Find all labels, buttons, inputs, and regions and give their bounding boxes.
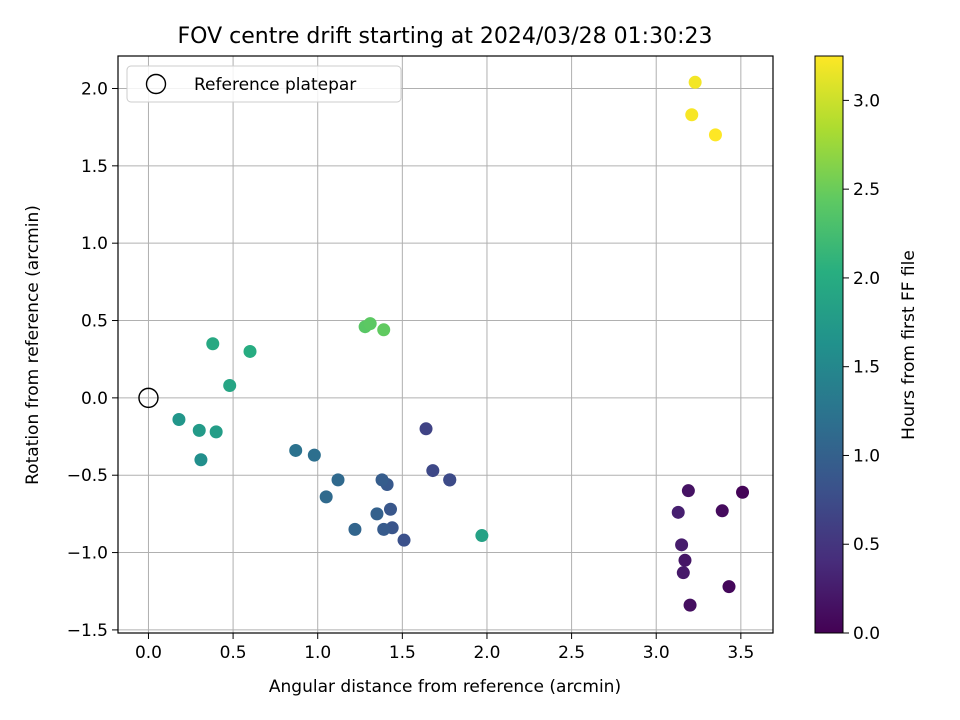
scatter-point xyxy=(688,75,702,89)
grid xyxy=(118,56,773,633)
scatter-point xyxy=(363,317,377,331)
x-tick-label: 2.5 xyxy=(558,643,585,663)
scatter-point xyxy=(675,538,689,552)
colorbar-tick-label: 1.0 xyxy=(853,446,880,466)
scatter-point xyxy=(475,529,489,543)
y-tick-label: 0.5 xyxy=(81,312,108,332)
scatter-point xyxy=(331,473,345,487)
scatter-point xyxy=(348,522,362,536)
scatter-point xyxy=(683,598,697,612)
plot-points xyxy=(138,75,750,612)
legend: Reference platepar xyxy=(126,65,402,103)
colorbar-tick-label: 2.0 xyxy=(853,269,880,289)
scatter-point xyxy=(685,108,699,122)
scatter-point xyxy=(192,423,206,437)
scatter-point xyxy=(194,453,208,467)
x-tick-label: 3.5 xyxy=(727,643,754,663)
legend-marker-reference xyxy=(145,73,167,95)
scatter-point xyxy=(443,473,457,487)
plot-frame xyxy=(117,55,774,634)
x-tick-label: 1.0 xyxy=(304,643,331,663)
y-tick-label: 2.0 xyxy=(81,79,108,99)
x-tick-label: 2.0 xyxy=(473,643,500,663)
scatter-point xyxy=(307,448,321,462)
colorbar: 0.0 0.5 1.0 1.5 2.0 2.5 3.0 Hours from first F… xyxy=(814,55,919,644)
scatter-point xyxy=(676,566,690,580)
scatter-point xyxy=(397,533,411,547)
y-axis-label: Rotation from reference (arcmin) xyxy=(23,205,43,485)
scatter-point xyxy=(243,344,257,358)
x-tick-label: 1.5 xyxy=(389,643,416,663)
x-axis: 0.0 0.5 1.0 1.5 2.0 2.5 3.0 3.5 xyxy=(135,633,754,663)
scatter-point xyxy=(736,485,750,499)
scatter-point xyxy=(678,553,692,567)
y-tick-label: 1.5 xyxy=(81,157,108,177)
scatter-point xyxy=(375,473,389,487)
scatter-point xyxy=(681,484,695,498)
scatter-point xyxy=(708,128,722,142)
scatter-point xyxy=(377,522,391,536)
colorbar-tick-label: 0.0 xyxy=(853,624,880,644)
reference-point-marker xyxy=(138,387,159,409)
scatter-point xyxy=(722,580,736,594)
y-tick-label: 0.0 xyxy=(81,389,108,409)
x-tick-label: 3.0 xyxy=(643,643,670,663)
scatter-point xyxy=(419,422,433,436)
colorbar-label: Hours from first FF file xyxy=(899,250,919,440)
y-tick-label: −1.5 xyxy=(67,621,108,641)
y-tick-label: −0.5 xyxy=(67,466,108,486)
scatter-point xyxy=(289,443,303,457)
colorbar-tick-label: 3.0 xyxy=(853,91,880,111)
x-tick-label: 0.5 xyxy=(220,643,247,663)
y-tick-label: −1.0 xyxy=(67,544,108,564)
scatter-point xyxy=(319,490,333,504)
x-tick-label: 0.0 xyxy=(135,643,162,663)
scatter-point xyxy=(715,504,729,518)
legend-box xyxy=(126,65,402,103)
scatter-point xyxy=(209,425,223,439)
colorbar-tick-label: 0.5 xyxy=(853,535,880,555)
scatter-point xyxy=(671,505,685,519)
x-axis-label: Angular distance from reference (arcmin) xyxy=(269,677,621,697)
chart-title: FOV centre drift starting at 2024/03/28 … xyxy=(178,24,713,49)
legend-label-reference: Reference platepar xyxy=(194,75,356,95)
y-tick-label: 1.0 xyxy=(81,234,108,254)
scatter-point xyxy=(370,507,384,521)
scatter-point xyxy=(223,378,237,392)
colorbar-tick-label: 2.5 xyxy=(853,180,880,200)
scatter-point xyxy=(377,323,391,337)
colorbar-tick-label: 1.5 xyxy=(853,358,880,378)
scatter-point xyxy=(206,337,220,351)
colorbar-gradient xyxy=(814,55,844,634)
y-axis: −1.5 −1.0 −0.5 0.0 0.5 1.0 1.5 2.0 xyxy=(67,79,118,641)
scatter-point xyxy=(383,502,397,516)
scatter-point xyxy=(172,413,186,427)
scatter-point xyxy=(426,464,440,478)
